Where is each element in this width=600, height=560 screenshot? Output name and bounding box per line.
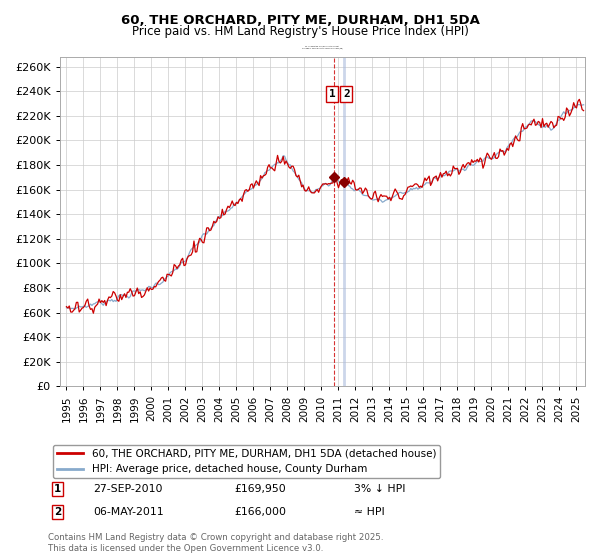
Legend: 60, THE ORCHARD, PITY ME, DURHAM, DH1 5DA (detached house), HPI: Average price, : 60, THE ORCHARD, PITY ME, DURHAM, DH1 5D…	[53, 445, 440, 478]
Text: ≈ HPI: ≈ HPI	[354, 507, 385, 517]
Text: 60, THE ORCHARD, PITY ME, DURHAM, DH1 5DA: 60, THE ORCHARD, PITY ME, DURHAM, DH1 5D…	[121, 14, 479, 27]
Title: 60, THE ORCHARD, PITY ME, DURHAM, DH1 5DA
Price paid vs. HM Land Registry's Hous: 60, THE ORCHARD, PITY ME, DURHAM, DH1 5D…	[302, 46, 343, 49]
Text: £166,000: £166,000	[234, 507, 286, 517]
Text: 27-SEP-2010: 27-SEP-2010	[93, 484, 163, 494]
Text: 1: 1	[329, 88, 335, 99]
Text: Contains HM Land Registry data © Crown copyright and database right 2025.
This d: Contains HM Land Registry data © Crown c…	[48, 533, 383, 553]
Text: 1: 1	[54, 484, 61, 494]
Text: 2: 2	[343, 88, 350, 99]
Text: Price paid vs. HM Land Registry's House Price Index (HPI): Price paid vs. HM Land Registry's House …	[131, 25, 469, 38]
Text: 3% ↓ HPI: 3% ↓ HPI	[354, 484, 406, 494]
Text: 2: 2	[54, 507, 61, 517]
Text: 06-MAY-2011: 06-MAY-2011	[93, 507, 164, 517]
Text: £169,950: £169,950	[234, 484, 286, 494]
